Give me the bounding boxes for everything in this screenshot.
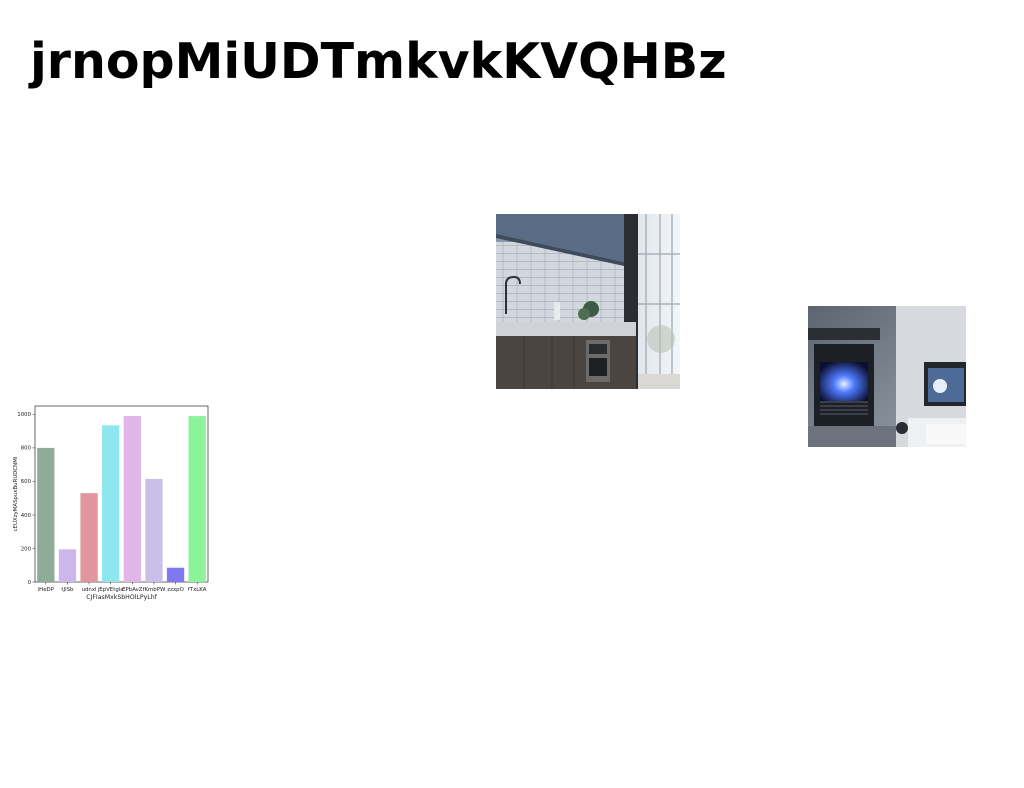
x-tick-label: udnxl xyxy=(82,587,97,593)
x-axis-label: CJFIasMxkSbHOlLPyLhf xyxy=(86,594,157,601)
x-tick-label: iHeDP xyxy=(38,587,55,593)
page-title: jrnopMiUDTmkvkKVQHBz xyxy=(30,33,727,90)
bar-chart: 0 200 400 600 800 1000 iHeDP tJlSb udnxl jEpVEtg… xyxy=(10,398,215,605)
y-tick-label: 400 xyxy=(21,513,32,519)
y-tick-label: 800 xyxy=(21,446,32,452)
plot-frame xyxy=(34,405,209,583)
bar-iHeDP xyxy=(37,447,55,582)
x-tick-label: zzxpO xyxy=(167,587,184,593)
x-tick-label: EPbAvZ xyxy=(122,587,143,593)
y-axis-label: cEUXzyMASpuxBuRUDCNMi xyxy=(13,457,19,532)
bar-zzxpO xyxy=(166,567,185,582)
x-tick-label: fKmbPW xyxy=(143,587,166,593)
bar-fKmbPW xyxy=(145,478,163,582)
bar-fTxLKA xyxy=(188,416,206,582)
kitchen-photo xyxy=(496,214,680,389)
bar-tJlSb xyxy=(58,549,77,582)
bar-jEpVEtgla xyxy=(102,425,120,582)
y-tick-label: 0 xyxy=(28,580,32,586)
x-tick-label: fTxLKA xyxy=(188,587,207,593)
bar-EPbAvZ xyxy=(123,416,141,582)
bar-chart-svg: 0 200 400 600 800 1000 iHeDP tJlSb udnxl jEpVEtg… xyxy=(13,405,209,601)
y-tick-label: 200 xyxy=(21,546,32,552)
bar-udnxl xyxy=(80,493,98,582)
y-tick-label: 600 xyxy=(21,479,32,485)
x-tick-label: jEpVEtgla xyxy=(97,587,124,593)
y-tick-label: 1000 xyxy=(17,412,31,418)
x-tick-label: tJlSb xyxy=(61,587,74,593)
fireplace-photo xyxy=(808,306,966,447)
